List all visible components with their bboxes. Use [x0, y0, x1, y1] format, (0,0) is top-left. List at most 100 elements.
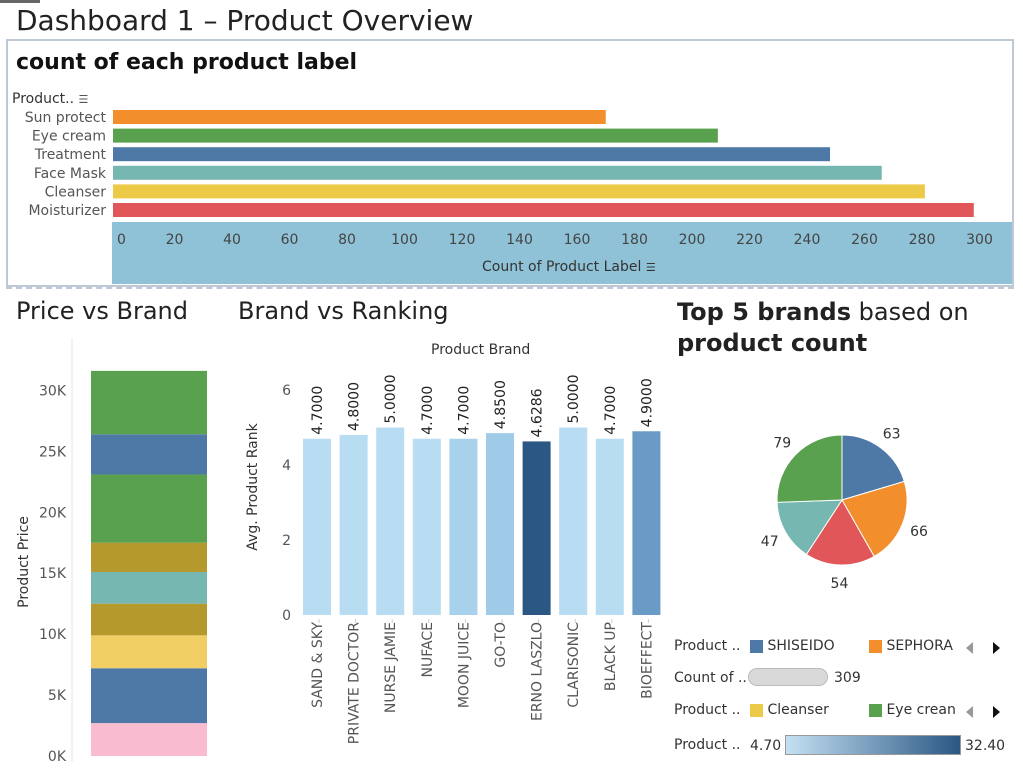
x-tick-label: 280 [909, 232, 936, 248]
label-count-row-header[interactable]: Product.. ☰ [12, 91, 88, 107]
rank-bar [376, 427, 405, 615]
pie-data-label: 54 [831, 576, 849, 592]
rank-legend-max: 32.40 [965, 738, 1006, 754]
sheet-divider [6, 287, 1014, 289]
pie-data-label: 47 [761, 534, 779, 550]
legend-swatch [750, 639, 763, 653]
rank-bar [339, 435, 368, 615]
category-label: Treatment [34, 147, 107, 163]
legend-prev-icon[interactable] [966, 706, 973, 718]
label-count-sheet-frame [6, 39, 1014, 287]
rank-bar [449, 438, 478, 615]
x-category-label: BIOEFFECT [639, 622, 655, 699]
x-tick-label: 240 [794, 232, 821, 248]
label-legend-item-eye-cream[interactable]: Eye crean [869, 702, 956, 718]
rank-color-ramp [785, 735, 961, 755]
rank-data-label: 4.7000 [310, 386, 326, 435]
rank-data-label: 4.9000 [639, 378, 655, 427]
x-tick-label: 300 [966, 232, 993, 248]
top5-title: Top 5 brands based on product count [677, 297, 969, 359]
x-tick-label: 180 [621, 232, 648, 248]
rank-bar [412, 438, 441, 615]
rank-bar [486, 433, 514, 615]
label-legend-item-cleanser[interactable]: Cleanser [750, 702, 829, 718]
label-count-axis-title[interactable]: Count of Product Label ☰ [482, 259, 656, 275]
x-tick-label: 260 [851, 232, 878, 248]
price-segment [91, 370, 207, 435]
brand-legend-item-sephora[interactable]: SEPHORA [869, 638, 953, 654]
rank-data-label: 4.8000 [347, 382, 363, 431]
legend-swatch [869, 703, 882, 717]
pie-data-label: 66 [910, 524, 928, 540]
bar-treatment [113, 147, 830, 162]
pie-slice [841, 480, 908, 558]
x-tick-label: 20 [166, 232, 184, 248]
price-segment [91, 603, 207, 636]
legend-text: SEPHORA [886, 638, 953, 654]
x-tick-label: 80 [338, 232, 356, 248]
category-label: Face Mask [34, 166, 107, 182]
x-tick-label: 160 [564, 232, 591, 248]
pie-data-label: 63 [883, 426, 901, 442]
rank-data-label: 4.7000 [456, 386, 472, 435]
category-label: Cleanser [45, 184, 107, 200]
brand-legend-item-shiseido[interactable]: SHISEIDO [750, 638, 835, 654]
x-category-label: NUFACE [420, 622, 436, 677]
sort-icon[interactable]: ☰ [78, 93, 89, 106]
dashboard-title: Dashboard 1 – Product Overview [16, 4, 474, 37]
y-tick-label: 30K [39, 383, 67, 399]
top5-title-bold-2: product count [677, 329, 868, 357]
x-tick-label: 220 [736, 232, 763, 248]
y-tick-label: 20K [39, 505, 67, 521]
price-segment [91, 635, 207, 669]
category-label: Moisturizer [28, 203, 106, 219]
top5-title-normal: based on [851, 298, 969, 326]
x-category-label: ERNO LASZLO [530, 622, 546, 721]
bar-face-mask [113, 165, 882, 180]
price-title: Price vs Brand [16, 297, 188, 325]
legend-next-icon[interactable] [993, 642, 1000, 654]
x-category-label: PRIVATE DOCTOR [347, 622, 363, 744]
legend-text: Eye crean [886, 702, 956, 718]
x-tick-label: 120 [449, 232, 476, 248]
rank-data-label: 4.8500 [493, 380, 509, 429]
category-label: Sun protect [25, 110, 107, 126]
pie-slice [776, 434, 843, 503]
x-category-label: NURSE JAMIE [383, 622, 399, 713]
rank-legend-min: 4.70 [750, 738, 782, 754]
y-tick-label: 6 [282, 383, 291, 399]
y-tick-label: 10K [39, 627, 67, 643]
ranking-chart: 0 2 4 6 Avg. Product Rank 4.7000 SAND & SKY 4.8… [245, 375, 661, 744]
pie-slice [805, 499, 875, 566]
ranking-header: Product Brand [431, 342, 531, 358]
count-legend-label: Count of .. [674, 670, 747, 686]
rank-data-label: 4.6286 [530, 388, 546, 437]
label-count-axis-band [112, 222, 1012, 284]
rank-data-label: 5.0000 [566, 375, 582, 424]
row-header-text: Product.. [12, 91, 75, 107]
category-label: Eye cream [32, 129, 106, 145]
rank-legend-label: Product .. [674, 737, 741, 753]
top5-pie-chart: 63 66 54 47 79 [761, 426, 928, 592]
rank-data-label: 4.7000 [603, 386, 619, 435]
legend-next-icon[interactable] [993, 706, 1000, 718]
y-tick-label: 0 [282, 608, 291, 624]
x-category-label: CLARISONIC [566, 622, 582, 708]
legend-prev-icon[interactable] [966, 642, 973, 654]
brand-legend-label: Product .. [674, 638, 741, 654]
y-tick-label: 5K [48, 688, 67, 704]
sort-icon[interactable]: ☰ [645, 261, 656, 274]
legend-text: Cleanser [767, 702, 829, 718]
rank-bar [522, 441, 551, 615]
count-legend-value: 309 [834, 670, 861, 686]
pie-slice [841, 434, 905, 501]
count-size-legend [748, 668, 828, 686]
y-tick-label: 2 [282, 533, 291, 549]
y-tick-label: 15K [39, 566, 67, 582]
price-segment [91, 474, 207, 543]
bar-cleanser [113, 184, 925, 199]
ranking-title: Brand vs Ranking [238, 297, 449, 325]
bar-sun-protect [113, 110, 606, 124]
bar-eye-cream [113, 128, 718, 143]
price-chart: 0K 5K 10K 15K 20K 25K 30K Product Price [16, 338, 207, 765]
